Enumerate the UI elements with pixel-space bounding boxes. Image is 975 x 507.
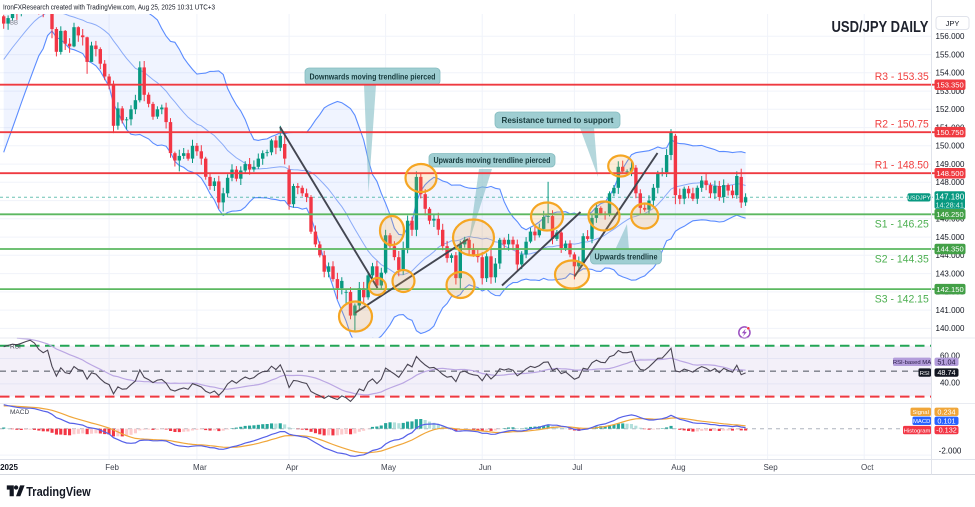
svg-text:IronFXResearch created with Tr: IronFXResearch created with TradingView.…	[3, 3, 215, 12]
svg-text:150.750: 150.750	[936, 128, 963, 137]
svg-text:51.04: 51.04	[937, 357, 955, 366]
svg-text:MACD: MACD	[913, 419, 930, 425]
svg-text:2025: 2025	[0, 463, 18, 472]
svg-text:MACD: MACD	[10, 409, 29, 416]
svg-text:Downwards moving trendline pi: Downwards moving trendline pierced	[310, 72, 436, 81]
svg-text:Signal: Signal	[913, 410, 929, 416]
svg-text:153.000: 153.000	[936, 87, 965, 96]
svg-text:144.350: 144.350	[936, 245, 963, 254]
svg-text:Oct: Oct	[861, 463, 874, 472]
svg-text:153.350: 153.350	[936, 80, 963, 89]
svg-text:150.000: 150.000	[936, 142, 965, 151]
svg-text:60.00: 60.00	[940, 351, 961, 360]
svg-text:Resistance turned to support: Resistance turned to support	[502, 116, 614, 125]
svg-text:152.000: 152.000	[936, 105, 965, 114]
svg-text:RSI: RSI	[920, 371, 930, 377]
svg-text:May: May	[381, 463, 396, 472]
svg-text:RSI: RSI	[10, 344, 21, 351]
svg-text:S1 - 146.25: S1 - 146.25	[875, 219, 929, 231]
svg-text:S3 - 142.15: S3 - 142.15	[875, 294, 929, 306]
svg-text:0.234: 0.234	[937, 407, 955, 416]
svg-text:14:28:41: 14:28:41	[935, 200, 963, 209]
svg-text:-0.132: -0.132	[936, 426, 957, 435]
svg-text:144.000: 144.000	[936, 251, 965, 260]
svg-text:Upwards moving trendline pierc: Upwards moving trendline pierced	[434, 156, 551, 165]
svg-text:146.250: 146.250	[936, 210, 963, 219]
svg-text:140.000: 140.000	[936, 324, 965, 333]
svg-text:Apr: Apr	[286, 463, 299, 472]
svg-text:R2 - 150.75: R2 - 150.75	[875, 118, 929, 130]
svg-text:JPY: JPY	[946, 19, 960, 28]
svg-text:RSI-based MA: RSI-based MA	[893, 360, 931, 366]
svg-text:Sep: Sep	[763, 463, 778, 472]
svg-text:149.000: 149.000	[936, 160, 965, 169]
svg-text:R3 - 153.35: R3 - 153.35	[875, 71, 929, 83]
svg-text:R1 - 148.50: R1 - 148.50	[875, 159, 929, 171]
svg-text:142.150: 142.150	[936, 285, 963, 294]
svg-text:USD/JPY DAILY: USD/JPY DAILY	[832, 19, 930, 36]
svg-text:-2.000: -2.000	[939, 446, 962, 455]
svg-text:Aug: Aug	[671, 463, 685, 472]
svg-text:145.000: 145.000	[936, 233, 965, 242]
svg-text:Feb: Feb	[105, 463, 119, 472]
svg-text:148.500: 148.500	[936, 169, 963, 178]
svg-text:TradingView: TradingView	[26, 485, 91, 499]
svg-text:141.000: 141.000	[936, 306, 965, 315]
svg-text:Jul: Jul	[572, 463, 582, 472]
svg-text:Jun: Jun	[479, 463, 492, 472]
svg-text:40.00: 40.00	[940, 378, 961, 387]
svg-text:Histogram: Histogram	[904, 428, 931, 434]
svg-text:BB: BB	[10, 21, 18, 27]
svg-text:147.180: 147.180	[935, 192, 964, 201]
svg-text:S2 - 144.35: S2 - 144.35	[875, 253, 929, 265]
svg-text:0.101: 0.101	[937, 416, 955, 425]
svg-text:USDJPY: USDJPY	[908, 196, 931, 202]
svg-text:155.000: 155.000	[936, 50, 965, 59]
svg-text:Upwards trendline: Upwards trendline	[595, 253, 659, 262]
svg-text:48.74: 48.74	[937, 368, 955, 377]
svg-text:154.000: 154.000	[936, 69, 965, 78]
svg-text:143.000: 143.000	[936, 269, 965, 278]
svg-text:148.000: 148.000	[936, 178, 965, 187]
svg-text:156.000: 156.000	[936, 32, 965, 41]
svg-text:Mar: Mar	[193, 463, 207, 472]
